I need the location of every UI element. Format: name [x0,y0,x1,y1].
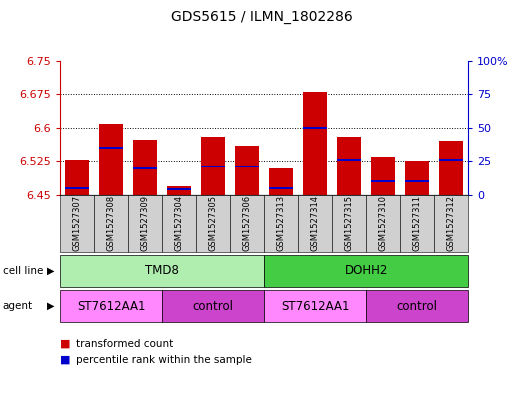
Text: cell line: cell line [3,266,43,276]
Bar [405,180,429,182]
Bar [201,165,225,167]
Text: GSM1527308: GSM1527308 [107,195,116,251]
Bar [99,124,123,195]
Text: GSM1527307: GSM1527307 [73,195,82,251]
Text: TMD8: TMD8 [145,264,179,277]
Bar [371,180,395,182]
Text: control: control [396,299,438,313]
Bar [167,188,191,190]
Text: agent: agent [3,301,33,311]
Text: GSM1527311: GSM1527311 [413,195,422,251]
Bar [235,145,259,195]
Text: GSM1527310: GSM1527310 [379,195,388,251]
Bar [201,137,225,195]
Text: GSM1527309: GSM1527309 [141,195,150,251]
Bar [337,137,361,195]
Bar [303,127,327,129]
Text: GSM1527315: GSM1527315 [345,195,354,251]
Bar [405,161,429,195]
Bar [99,147,123,149]
Bar [269,187,293,189]
Bar [133,167,157,169]
Bar [337,159,361,161]
Bar [269,168,293,195]
Bar [167,185,191,195]
Text: percentile rank within the sample: percentile rank within the sample [76,354,252,365]
Text: ■: ■ [60,339,71,349]
Bar [371,157,395,195]
Text: GSM1527312: GSM1527312 [447,195,456,251]
Text: GSM1527304: GSM1527304 [175,195,184,251]
Text: transformed count: transformed count [76,339,173,349]
Text: ■: ■ [60,354,71,365]
Text: GDS5615 / ILMN_1802286: GDS5615 / ILMN_1802286 [170,10,353,24]
Text: ▶: ▶ [48,266,55,276]
Bar [65,187,89,189]
Text: GSM1527313: GSM1527313 [277,195,286,251]
Text: ▶: ▶ [48,301,55,311]
Text: GSM1527306: GSM1527306 [243,195,252,251]
Text: ST7612AA1: ST7612AA1 [281,299,349,313]
Bar [65,160,89,195]
Text: control: control [192,299,234,313]
Text: GSM1527314: GSM1527314 [311,195,320,251]
Bar [235,165,259,167]
Bar [439,141,463,195]
Text: DOHH2: DOHH2 [345,264,388,277]
Bar [303,92,327,195]
Text: GSM1527305: GSM1527305 [209,195,218,251]
Text: ST7612AA1: ST7612AA1 [77,299,145,313]
Bar [133,140,157,195]
Bar [439,159,463,161]
